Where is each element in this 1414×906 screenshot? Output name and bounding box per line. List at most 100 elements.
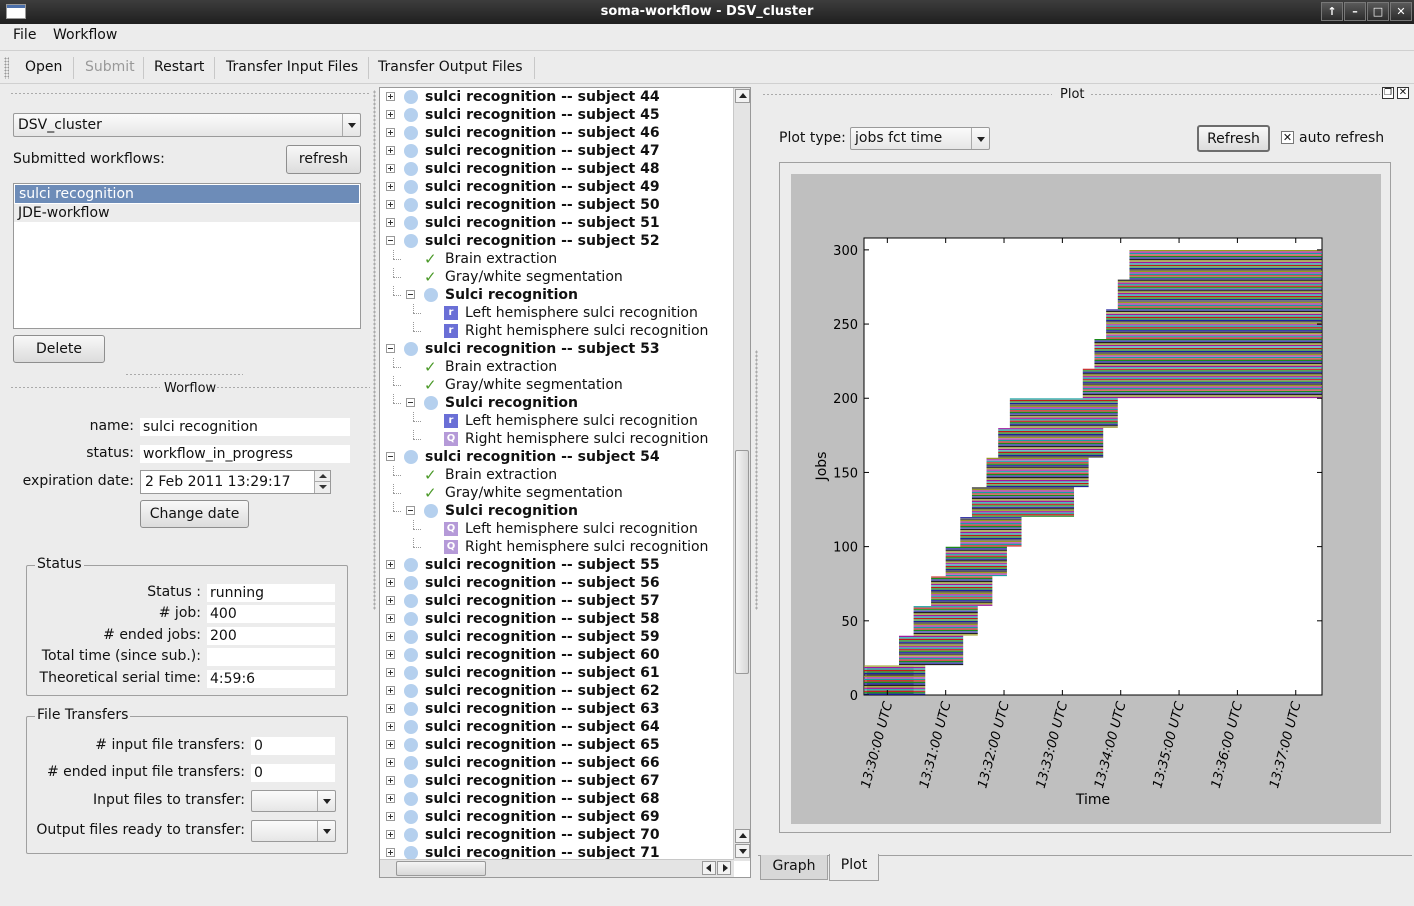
tree-row[interactable]: sulci recognition -- subject 66	[380, 754, 732, 772]
scroll-up-icon[interactable]	[735, 89, 750, 103]
transfer-output-files-button[interactable]: Transfer Output Files	[378, 59, 523, 75]
dock-handle[interactable]	[216, 386, 370, 389]
workflow-list[interactable]: sulci recognition JDE-workflow	[13, 183, 361, 329]
tree-row[interactable]: Q Right hemisphere sulci recognition	[380, 430, 732, 448]
expand-icon[interactable]	[386, 830, 395, 839]
tree-row[interactable]: sulci recognition -- subject 54	[380, 448, 732, 466]
workflow-tree[interactable]: sulci recognition -- subject 44 sulci rec…	[379, 87, 751, 878]
list-item[interactable]: JDE-workflow	[14, 204, 360, 222]
delete-button[interactable]: Delete	[13, 335, 105, 363]
tree-row[interactable]: sulci recognition -- subject 61	[380, 664, 732, 682]
open-button[interactable]: Open	[25, 59, 63, 75]
tree-row[interactable]: ✓ Brain extraction	[380, 466, 732, 484]
dock-handle[interactable]	[10, 386, 160, 389]
tree-row[interactable]: sulci recognition -- subject 58	[380, 610, 732, 628]
tree-row[interactable]: sulci recognition -- subject 47	[380, 142, 732, 160]
expand-icon[interactable]	[386, 218, 395, 227]
tree-row[interactable]: sulci recognition -- subject 62	[380, 682, 732, 700]
tree-row[interactable]: Sulci recognition	[380, 286, 732, 304]
window-up-icon[interactable]: ↑	[1321, 2, 1343, 21]
expand-icon[interactable]	[386, 146, 395, 155]
spin-up-icon[interactable]	[314, 471, 330, 482]
tree-row[interactable]: ✓ Gray/white segmentation	[380, 376, 732, 394]
maximize-icon[interactable]: □	[1367, 2, 1389, 21]
toolbar-handle-icon[interactable]	[4, 57, 9, 79]
expand-icon[interactable]	[386, 596, 395, 605]
tree-row[interactable]: sulci recognition -- subject 64	[380, 718, 732, 736]
plot-type-combo[interactable]: jobs fct time	[850, 127, 990, 150]
splitter-handle[interactable]	[755, 350, 758, 610]
close-icon[interactable]: ✕	[1397, 87, 1409, 99]
expand-icon[interactable]	[386, 704, 395, 713]
expand-icon[interactable]	[386, 758, 395, 767]
tree-row[interactable]: sulci recognition -- subject 57	[380, 592, 732, 610]
list-item[interactable]: sulci recognition	[15, 185, 359, 203]
tree-row[interactable]: sulci recognition -- subject 49	[380, 178, 732, 196]
expand-icon[interactable]	[386, 668, 395, 677]
tree-row[interactable]: ✓ Gray/white segmentation	[380, 484, 732, 502]
dock-handle[interactable]	[1090, 93, 1380, 96]
spin-down-icon[interactable]	[314, 482, 330, 493]
expand-icon[interactable]	[386, 560, 395, 569]
input-files-combo[interactable]	[251, 790, 336, 812]
expand-icon[interactable]	[386, 776, 395, 785]
tree-row[interactable]: ✓ Brain extraction	[380, 250, 732, 268]
expiration-date-spinbox[interactable]: 2 Feb 2011 13:29:17	[140, 470, 331, 494]
expand-icon[interactable]	[386, 164, 395, 173]
tree-row[interactable]: sulci recognition -- subject 44	[380, 88, 732, 106]
tree-horizontal-scrollbar[interactable]	[380, 859, 734, 877]
expand-icon[interactable]	[386, 722, 395, 731]
output-files-combo[interactable]	[251, 820, 336, 842]
tree-row[interactable]: sulci recognition -- subject 50	[380, 196, 732, 214]
window-menu-icon[interactable]	[6, 4, 26, 19]
expand-icon[interactable]	[386, 848, 395, 857]
submit-button[interactable]: Submit	[85, 59, 135, 75]
tree-row[interactable]: ✓ Brain extraction	[380, 358, 732, 376]
menu-workflow[interactable]: Workflow	[53, 27, 118, 43]
tree-row[interactable]: sulci recognition -- subject 71	[380, 844, 732, 862]
resource-combo[interactable]: DSV_cluster	[13, 113, 361, 137]
collapse-icon[interactable]	[406, 506, 415, 515]
tree-row[interactable]: r Left hemisphere sulci recognition	[380, 304, 732, 322]
dock-handle[interactable]	[10, 92, 370, 95]
expand-icon[interactable]	[386, 686, 395, 695]
expand-icon[interactable]	[386, 110, 395, 119]
expand-icon[interactable]	[386, 632, 395, 641]
expand-icon[interactable]	[386, 740, 395, 749]
transfer-input-files-button[interactable]: Transfer Input Files	[226, 59, 359, 75]
menu-file[interactable]: File	[13, 27, 37, 43]
tree-row[interactable]: sulci recognition -- subject 60	[380, 646, 732, 664]
scroll-up-icon[interactable]	[735, 829, 750, 843]
tree-row[interactable]: sulci recognition -- subject 51	[380, 214, 732, 232]
scroll-thumb[interactable]	[735, 450, 749, 674]
tree-row[interactable]: r Right hemisphere sulci recognition	[380, 322, 732, 340]
expand-icon[interactable]	[386, 92, 395, 101]
splitter-handle[interactable]	[373, 90, 376, 610]
tree-row[interactable]: sulci recognition -- subject 55	[380, 556, 732, 574]
expand-icon[interactable]	[386, 200, 395, 209]
scroll-thumb[interactable]	[396, 861, 486, 876]
tree-row[interactable]: sulci recognition -- subject 65	[380, 736, 732, 754]
scroll-down-icon[interactable]	[735, 844, 750, 858]
tree-row[interactable]: sulci recognition -- subject 45	[380, 106, 732, 124]
tree-row[interactable]: sulci recognition -- subject 69	[380, 808, 732, 826]
plot-refresh-button[interactable]: Refresh	[1197, 125, 1270, 152]
tree-row[interactable]: Q Right hemisphere sulci recognition	[380, 538, 732, 556]
tab-plot[interactable]: Plot	[829, 854, 879, 881]
tree-row[interactable]: sulci recognition -- subject 56	[380, 574, 732, 592]
tree-row[interactable]: Q Left hemisphere sulci recognition	[380, 520, 732, 538]
expand-icon[interactable]	[386, 812, 395, 821]
float-icon[interactable]: ❐	[1382, 87, 1394, 99]
tree-row[interactable]: sulci recognition -- subject 63	[380, 700, 732, 718]
expand-icon[interactable]	[386, 650, 395, 659]
tree-row[interactable]: sulci recognition -- subject 70	[380, 826, 732, 844]
collapse-icon[interactable]	[386, 344, 395, 353]
expand-icon[interactable]	[386, 794, 395, 803]
splitter-handle[interactable]	[125, 373, 243, 376]
tab-graph[interactable]: Graph	[760, 855, 828, 880]
tree-row[interactable]: sulci recognition -- subject 59	[380, 628, 732, 646]
tree-row[interactable]: Sulci recognition	[380, 394, 732, 412]
collapse-icon[interactable]	[386, 452, 395, 461]
refresh-button[interactable]: refresh	[286, 145, 361, 174]
expand-icon[interactable]	[386, 578, 395, 587]
